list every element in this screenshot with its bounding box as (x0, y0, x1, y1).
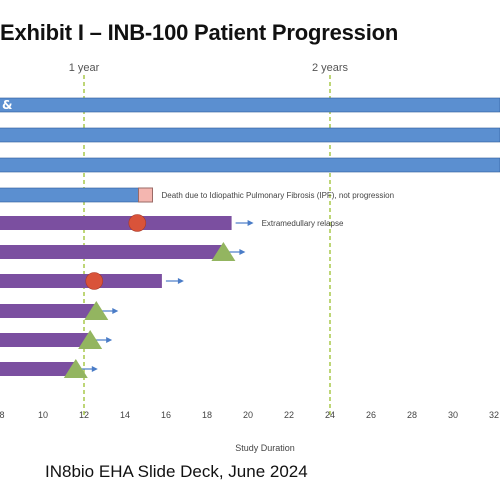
event-circle-marker-5 (128, 214, 147, 232)
bar-annotation-4: Death due to Idiopathic Pulmonary Fibros… (162, 191, 395, 200)
event-triangle-marker-8 (84, 301, 109, 320)
event-triangle-marker-6 (211, 242, 236, 261)
chart-title: Exhibit I – INB-100 Patient Progression (0, 20, 399, 45)
patient-bar-6 (0, 245, 224, 259)
x-tick-label-8: 8 (0, 410, 5, 420)
event-square-marker-4 (138, 187, 153, 203)
patient-bar-4 (0, 187, 146, 203)
x-tick-label-24: 24 (325, 410, 335, 420)
patient-bar-2 (0, 127, 500, 143)
x-tick-label-14: 14 (120, 410, 130, 420)
patient-bar-5 (0, 216, 232, 230)
source-caption: IN8bio EHA Slide Deck, June 2024 (45, 462, 308, 481)
patient-bar-8 (0, 304, 97, 318)
x-axis-ticks: 8 10 12 14 16 18 20 22 24 26 28 30 32 (0, 410, 499, 420)
reference-lines: 1 year 2 years (69, 62, 349, 415)
x-tick-label-16: 16 (161, 410, 171, 420)
event-markers: Death due to Idiopathic Pulmonary Fibros… (63, 187, 395, 378)
patient-bars: & (0, 97, 500, 376)
x-tick-label-22: 22 (284, 410, 294, 420)
ongoing-arrowhead-9 (106, 337, 113, 343)
patient-bar-9 (0, 333, 91, 347)
x-tick-label-32: 32 (489, 410, 499, 420)
x-tick-label-28: 28 (407, 410, 417, 420)
x-tick-label-30: 30 (448, 410, 458, 420)
x-axis-label: Study Duration (235, 443, 295, 453)
bar-annotation-5: Extramedullary relapse (262, 219, 344, 228)
bar-chip-glyph-1: & (2, 98, 12, 112)
x-tick-label-26: 26 (366, 410, 376, 420)
ongoing-arrowhead-7 (177, 278, 184, 284)
ongoing-arrowhead-8 (112, 308, 119, 314)
patient-bar-7 (0, 274, 162, 288)
event-circle-marker-7 (85, 272, 104, 290)
event-triangle-marker-10 (63, 359, 88, 378)
event-triangle-marker-9 (78, 330, 103, 349)
patient-bar-3 (0, 157, 500, 173)
x-tick-label-18: 18 (202, 410, 212, 420)
patient-bar-1 (0, 97, 500, 113)
patient-bar-10 (0, 362, 76, 376)
reference-line-label-2: 2 years (312, 62, 349, 74)
x-tick-label-10: 10 (38, 410, 48, 420)
ongoing-arrowhead-10 (91, 366, 98, 372)
x-tick-label-12: 12 (79, 410, 89, 420)
ongoing-arrowhead-6 (239, 249, 246, 255)
reference-line-label-1: 1 year (69, 62, 100, 74)
ongoing-arrowhead-5 (247, 220, 254, 226)
x-tick-label-20: 20 (243, 410, 253, 420)
